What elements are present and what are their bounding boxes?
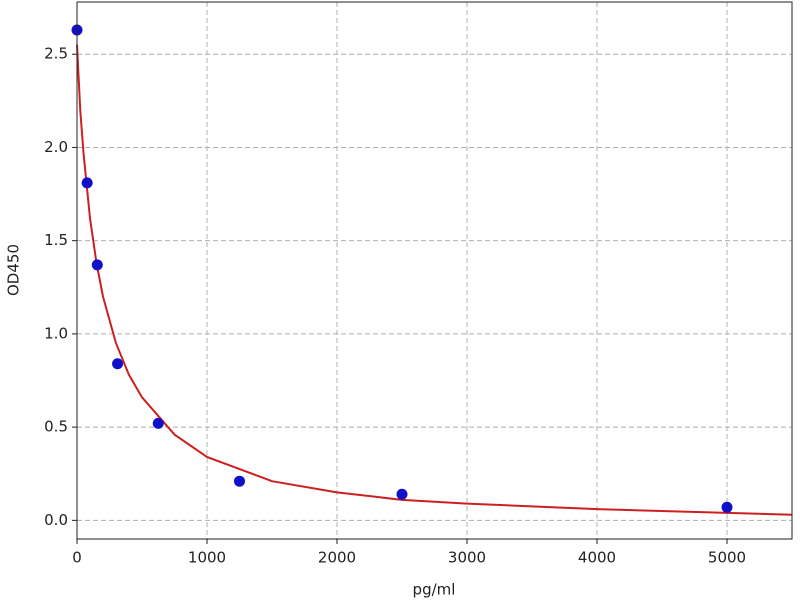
y-tick-label: 0.5 [44,418,68,436]
y-tick-label: 0.0 [44,511,68,529]
data-point [81,177,93,189]
data-point [396,488,408,500]
y-tick-label: 2.0 [44,138,68,156]
data-point [234,475,245,487]
data-point [721,501,733,513]
y-tick-label: 1.5 [44,231,68,249]
data-point [91,259,103,271]
x-tick-label: 3000 [448,549,486,567]
plot-area [77,2,792,539]
data-point [152,417,164,429]
x-tick-label: 5000 [708,549,746,567]
y-tick-label: 1.0 [44,324,68,342]
y-tick-label: 2.5 [44,45,68,63]
data-point [112,358,124,370]
fit-curve [76,44,793,516]
marks [71,24,793,516]
grid [76,2,792,539]
x-tick-label: 1000 [188,549,226,567]
x-tick-label: 2000 [318,549,356,567]
x-axis-label: pg/ml [413,581,456,599]
x-tick-label: 0 [72,549,82,567]
x-tick-label: 4000 [578,549,616,567]
plot-frame [76,1,793,540]
y-axis-label: OD450 [5,244,23,296]
